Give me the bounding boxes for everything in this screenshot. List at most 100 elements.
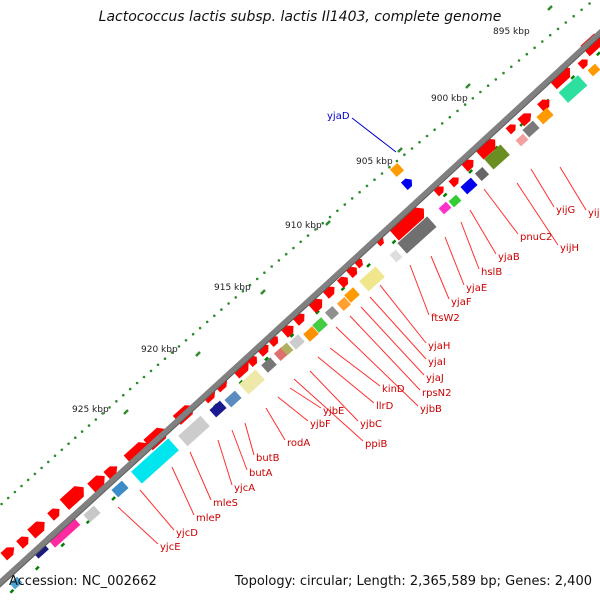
inner-tick <box>442 192 448 198</box>
ruler-dot <box>142 375 146 379</box>
gene-block-reverse <box>224 390 242 408</box>
backbone-arc <box>0 28 600 587</box>
gene-block-reverse <box>587 63 600 77</box>
label-leader <box>117 506 159 545</box>
label-leader <box>277 396 309 422</box>
ruler-dot <box>13 490 17 494</box>
gene-arrow-forward <box>433 186 444 197</box>
gene-block-reverse <box>83 505 101 523</box>
ruler-dot <box>53 454 57 458</box>
gene-label-yjbE: yjbE <box>323 406 344 417</box>
gene-label-ppiB: ppiB <box>365 439 387 450</box>
gene-label-yjbB: yjbB <box>420 404 442 415</box>
gene-label-yijG: yijG <box>556 205 575 216</box>
ruler-tick-label: 915 kbp <box>214 283 251 293</box>
gene-arrow-forward <box>547 66 571 90</box>
gene-block-reverse <box>33 543 49 559</box>
ruler-tick <box>260 289 266 295</box>
ruler-dot <box>306 234 310 237</box>
ruler-dot <box>74 436 77 440</box>
gene-block-reverse <box>558 75 588 103</box>
inner-tick <box>570 75 576 80</box>
ruler-dot <box>556 27 560 31</box>
ruler-tick <box>123 409 129 415</box>
label-leader <box>265 407 286 441</box>
gene-label-ftsW2: ftsW2 <box>431 313 460 324</box>
gene-label-hslB: hslB <box>481 267 502 278</box>
gene-label-pnuC2: pnuC2 <box>520 232 552 243</box>
gene-arrow-forward <box>281 325 294 338</box>
ruler-dot <box>564 21 568 24</box>
gene-label-yjaH: yjaH <box>428 341 450 352</box>
gene-label-yjbC: yjbC <box>360 419 382 430</box>
ruler-dot <box>40 466 43 470</box>
gene-block-reverse <box>131 438 179 484</box>
gene-arrow-forward <box>577 59 588 70</box>
gene-label-yjbF: yjbF <box>310 419 331 430</box>
label-leader <box>317 356 375 404</box>
ruler-tick-label: 905 kbp <box>356 157 393 167</box>
gene-block-reverse <box>344 287 360 303</box>
gene-label-yjaB: yjaB <box>498 252 520 263</box>
gene-block-outer <box>389 162 405 178</box>
ruler-dot <box>395 159 399 163</box>
label-leader <box>409 264 430 316</box>
ruler-dot <box>456 109 459 113</box>
gene-block-reverse <box>289 334 305 350</box>
gene-block-reverse <box>448 194 462 208</box>
gene-block-reverse <box>312 317 328 333</box>
ruler-dot <box>80 430 84 433</box>
gene-block-reverse <box>209 400 227 418</box>
ruler-dot <box>156 363 160 367</box>
ruler-dot <box>336 209 339 213</box>
gene-label-yjcE: yjcE <box>160 542 181 553</box>
genome-backbone <box>0 28 600 588</box>
ruler-dot <box>365 184 369 188</box>
ruler-dot <box>314 228 317 231</box>
ruler-dot <box>87 424 91 427</box>
ruler-dot <box>241 289 245 293</box>
gene-block-reverse <box>303 326 319 342</box>
ruler-dot <box>292 246 295 250</box>
ruler-dot <box>525 52 529 56</box>
gene-arrow-forward <box>16 536 29 549</box>
ruler-dot <box>433 128 436 131</box>
ruler-dot <box>191 332 195 336</box>
inner-tick <box>60 542 66 548</box>
ruler-dot <box>135 381 139 385</box>
label-leader <box>171 466 195 516</box>
gene-label-yjcD: yjcD <box>176 528 198 539</box>
gene-arrow-forward <box>345 266 358 279</box>
gene-arrow-forward <box>87 475 105 493</box>
gene-block-reverse <box>522 120 540 138</box>
ruler-dot <box>122 393 125 397</box>
gene-block-reverse <box>474 166 490 182</box>
ruler-tick-label: 920 kbp <box>141 345 178 355</box>
gene-arrow-outer <box>400 178 413 191</box>
ruler-tick <box>547 5 553 11</box>
ruler-dot <box>177 345 181 348</box>
gene-arrow-forward <box>59 486 84 510</box>
label-leader <box>139 489 175 531</box>
ruler-dot <box>479 90 482 94</box>
label-leader <box>293 378 364 442</box>
label-leader <box>369 296 427 360</box>
inner-tick <box>468 169 473 174</box>
ruler-tick <box>325 220 331 226</box>
ruler-dot <box>128 387 132 391</box>
ruler-dot <box>6 496 10 500</box>
inner-tick <box>238 379 244 385</box>
gene-label-yjaJ: yjaJ <box>426 373 444 384</box>
label-leader <box>559 166 587 211</box>
gene-block-reverse <box>111 480 129 498</box>
ruler-dot <box>580 8 583 12</box>
label-leader <box>189 451 212 501</box>
ruler-dot <box>0 502 3 506</box>
ruler-dot <box>33 472 37 476</box>
label-leader-outer <box>351 117 397 153</box>
ruler-dot <box>255 277 259 281</box>
ruler-dot <box>328 215 332 219</box>
gene-block-reverse <box>536 107 554 125</box>
